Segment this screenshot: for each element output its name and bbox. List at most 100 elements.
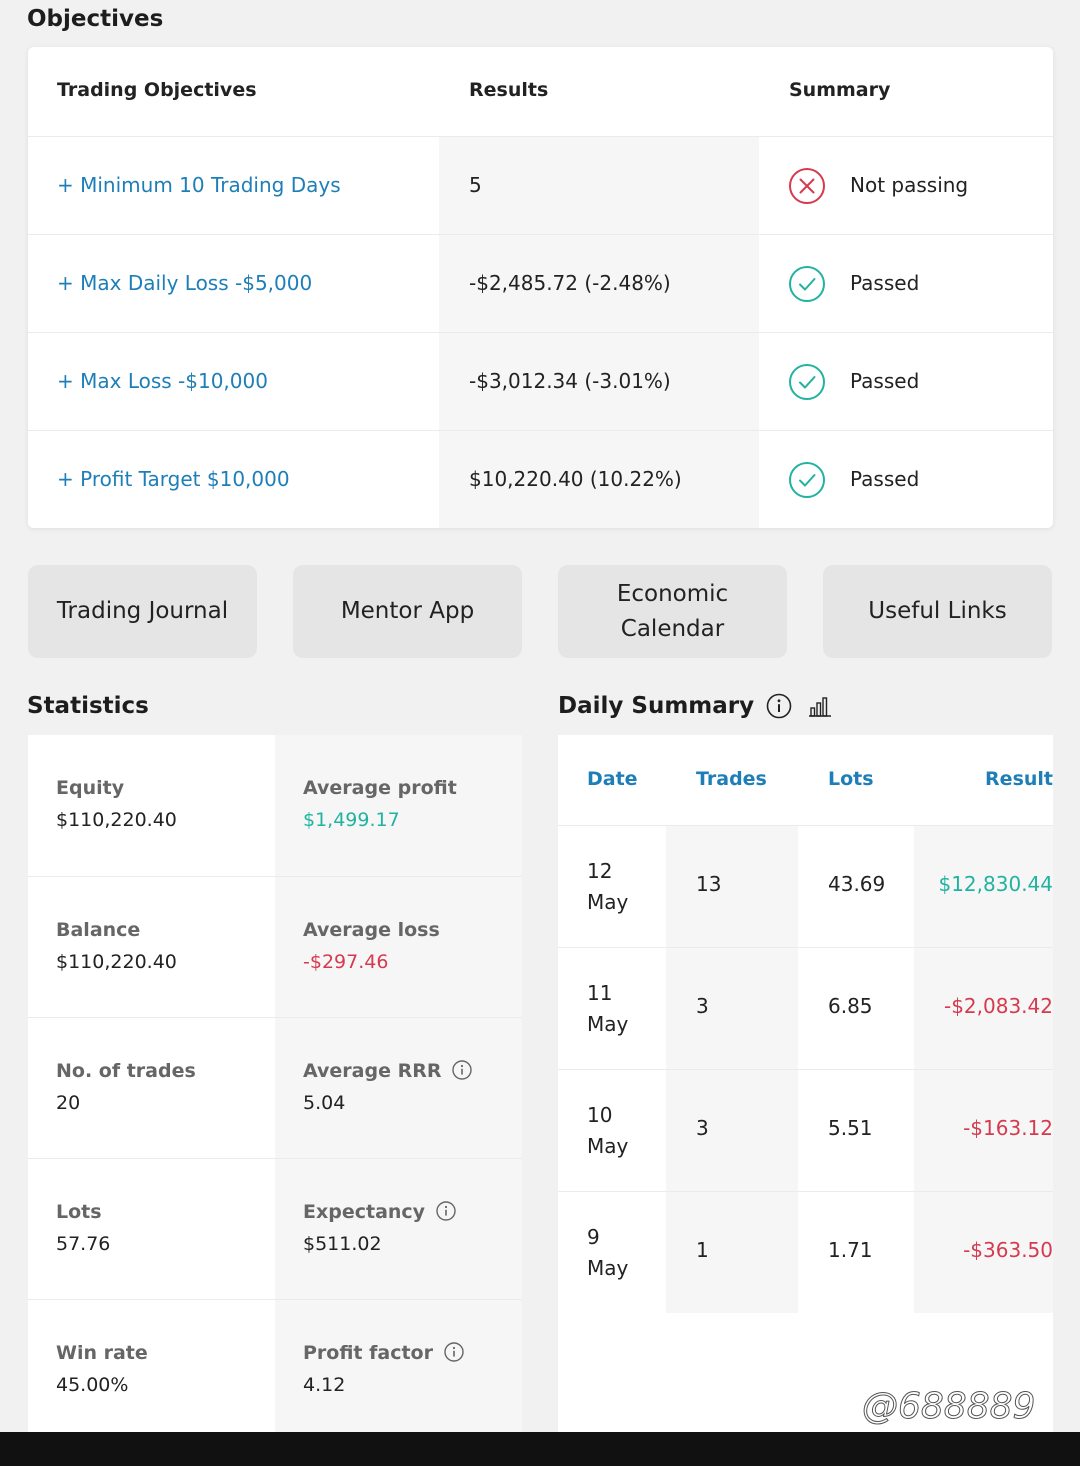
status-text: Passed	[850, 369, 920, 393]
lots-cell: 43.69	[828, 872, 886, 896]
header-summary: Summary	[789, 79, 891, 101]
stat-label-balance: Balance	[56, 919, 141, 941]
stat-value-average-profit: $1,499.17	[303, 809, 400, 831]
info-icon[interactable]	[435, 1201, 456, 1221]
stat-label-expectancy-wrap: Expectancy	[303, 1201, 456, 1223]
result-cell: -$363.50	[963, 1238, 1053, 1262]
header-lots[interactable]: Lots	[828, 768, 874, 790]
objective-link-min-trading-days[interactable]: + Minimum 10 Trading Days	[57, 173, 341, 197]
table-row[interactable]: 11 May 3 6.85 -$2,083.42	[558, 947, 1053, 1069]
stat-label-win-rate: Win rate	[56, 1342, 148, 1364]
objectives-title: Objectives	[27, 6, 164, 32]
result-cell: -$2,083.42	[943, 994, 1053, 1018]
stat-row: Equity $110,220.40 Average profit $1,499…	[28, 735, 522, 876]
trades-cell: 13	[696, 872, 722, 896]
mentor-app-button[interactable]: Mentor App	[293, 565, 522, 658]
stat-label-average-rrr-wrap: Average RRR	[303, 1060, 472, 1082]
objectives-table: Trading Objectives Results Summary + Min…	[28, 47, 1053, 528]
header-result[interactable]: Result	[985, 768, 1053, 790]
stat-value-average-rrr: 5.04	[303, 1092, 346, 1114]
economic-calendar-label-line2: Calendar	[620, 615, 725, 642]
stat-value-average-loss: -$297.46	[303, 951, 389, 973]
info-icon[interactable]	[452, 1060, 472, 1080]
date-month: May	[587, 890, 629, 914]
stat-label-expectancy: Expectancy	[303, 1201, 426, 1223]
watermark: @688889	[861, 1386, 1036, 1428]
result-cell: -$163.12	[963, 1116, 1053, 1140]
date-day: 11	[587, 981, 613, 1005]
stat-row: Balance $110,220.40 Average loss -$297.4…	[28, 876, 522, 1017]
objective-link-max-daily-loss[interactable]: + Max Daily Loss -$5,000	[57, 271, 313, 295]
objectives-header: Trading Objectives Results Summary	[28, 47, 1053, 137]
date-month: May	[587, 1134, 629, 1158]
objective-link-profit-target[interactable]: + Profit Target $10,000	[57, 467, 290, 491]
table-row[interactable]: 12 May 13 43.69 $12,830.44	[558, 825, 1053, 947]
objective-row: + Max Daily Loss -$5,000 -$2,485.72 (-2.…	[28, 234, 1053, 332]
status-text: Passed	[850, 271, 920, 295]
stat-row: Win rate 45.00% Profit factor 4.12	[28, 1299, 522, 1435]
daily-summary-table-header: Date Trades Lots Result	[558, 735, 1053, 825]
lots-cell: 6.85	[828, 994, 873, 1018]
date-month: May	[587, 1256, 629, 1280]
trading-journal-button[interactable]: Trading Journal	[28, 565, 257, 658]
stat-label-profit-factor: Profit factor	[303, 1342, 433, 1364]
x-circle-icon	[789, 168, 825, 204]
bar-chart-icon[interactable]	[807, 693, 833, 719]
lots-cell: 1.71	[828, 1238, 873, 1262]
date-day: 12	[587, 859, 613, 883]
check-circle-icon	[789, 462, 825, 498]
table-row[interactable]: 9 May 1 1.71 -$363.50	[558, 1191, 1053, 1313]
economic-calendar-button[interactable]: Economic Calendar	[558, 565, 787, 658]
bottom-bar	[0, 1432, 1080, 1466]
daily-summary-title: Daily Summary	[558, 693, 755, 719]
check-circle-icon	[789, 266, 825, 302]
stat-value-win-rate: 45.00%	[56, 1374, 129, 1396]
trades-cell: 3	[696, 1116, 709, 1140]
objective-row: + Minimum 10 Trading Days 5 Not passing	[28, 136, 1053, 234]
economic-calendar-label-line1: Economic	[616, 580, 729, 607]
check-circle-icon	[789, 364, 825, 400]
info-icon[interactable]	[766, 693, 792, 719]
date-cell: 12 May	[587, 856, 647, 918]
date-day: 10	[587, 1103, 613, 1127]
trades-cell: 1	[696, 1238, 709, 1262]
date-month: May	[587, 1012, 629, 1036]
status-text: Not passing	[850, 173, 969, 197]
stat-row: Lots 57.76 Expectancy $511.02	[28, 1158, 522, 1299]
date-day: 9	[587, 1225, 600, 1249]
status-text: Passed	[850, 467, 920, 491]
objective-result: -$2,485.72 (-2.48%)	[469, 271, 671, 295]
statistics-panel: Equity $110,220.40 Average profit $1,499…	[28, 735, 522, 1435]
objective-result: -$3,012.34 (-3.01%)	[469, 369, 671, 393]
header-trading-objectives: Trading Objectives	[57, 79, 257, 101]
stat-value-profit-factor: 4.12	[303, 1374, 346, 1396]
stat-value-expectancy: $511.02	[303, 1233, 382, 1255]
trades-cell: 3	[696, 994, 709, 1018]
table-row[interactable]: 10 May 3 5.51 -$163.12	[558, 1069, 1053, 1191]
daily-summary-table: Date Trades Lots Result 12 May 13 43.69 $…	[558, 735, 1053, 1435]
stat-value-no-of-trades: 20	[56, 1092, 81, 1114]
stat-label-average-rrr: Average RRR	[303, 1060, 442, 1082]
info-icon[interactable]	[443, 1342, 464, 1362]
objective-result: $10,220.40 (10.22%)	[469, 467, 682, 491]
stat-label-equity: Equity	[56, 777, 125, 799]
stat-label-no-of-trades: No. of trades	[56, 1060, 196, 1082]
objective-row: + Max Loss -$10,000 -$3,012.34 (-3.01%) …	[28, 332, 1053, 430]
stat-label-average-profit: Average profit	[303, 777, 457, 799]
date-cell: 9 May	[587, 1222, 647, 1284]
objective-result: 5	[469, 173, 482, 197]
stat-value-lots: 57.76	[56, 1233, 111, 1255]
stat-label-lots: Lots	[56, 1201, 102, 1223]
objective-row: + Profit Target $10,000 $10,220.40 (10.2…	[28, 430, 1053, 528]
header-results: Results	[469, 79, 549, 101]
stat-value-balance: $110,220.40	[56, 951, 177, 973]
daily-summary-header: Daily Summary	[558, 693, 833, 719]
useful-links-button[interactable]: Useful Links	[823, 565, 1052, 658]
stat-label-average-loss: Average loss	[303, 919, 440, 941]
stat-row: No. of trades 20 Average RRR 5.04	[28, 1017, 522, 1158]
date-cell: 11 May	[587, 978, 647, 1040]
objective-link-max-loss[interactable]: + Max Loss -$10,000	[57, 369, 268, 393]
header-trades[interactable]: Trades	[696, 768, 767, 790]
header-date[interactable]: Date	[587, 768, 638, 790]
lots-cell: 5.51	[828, 1116, 873, 1140]
